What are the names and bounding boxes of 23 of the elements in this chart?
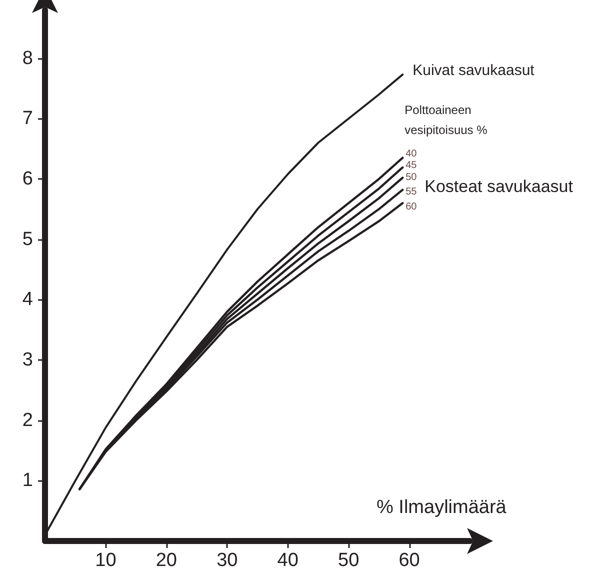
series-label: 50 — [406, 172, 418, 184]
legend-title: Polttoaineen vesipitoisuus % — [404, 102, 488, 137]
series-label: Kuivat savukaasut — [412, 62, 536, 80]
y-tick-label: 6 — [22, 168, 33, 190]
series-label: 60 — [406, 202, 418, 213]
y-tick-label: 8 — [22, 48, 33, 69]
y-tick-label: 2 — [22, 410, 33, 431]
x-tick-label: 20 — [156, 550, 177, 571]
x-tick-label: 10 — [95, 550, 116, 571]
y-tick-label: 4 — [22, 289, 34, 310]
x-tick-label: 40 — [277, 550, 298, 571]
series-label: 55 — [406, 186, 418, 198]
x-axis-title: % Ilmaylimäärä — [376, 497, 507, 518]
x-tick-label: 50 — [338, 550, 360, 571]
annotation: Kosteat savukaasut — [424, 177, 574, 196]
x-tick-label: 60 — [398, 550, 420, 571]
series-label: 40 — [406, 148, 418, 160]
x-tick-label: 30 — [216, 550, 238, 571]
y-tick-label: 3 — [22, 349, 33, 370]
y-tick-label: 1 — [22, 470, 33, 492]
y-tick-label: 5 — [22, 228, 33, 250]
y-tick-label: 7 — [22, 108, 33, 130]
series-label: 45 — [406, 160, 418, 171]
